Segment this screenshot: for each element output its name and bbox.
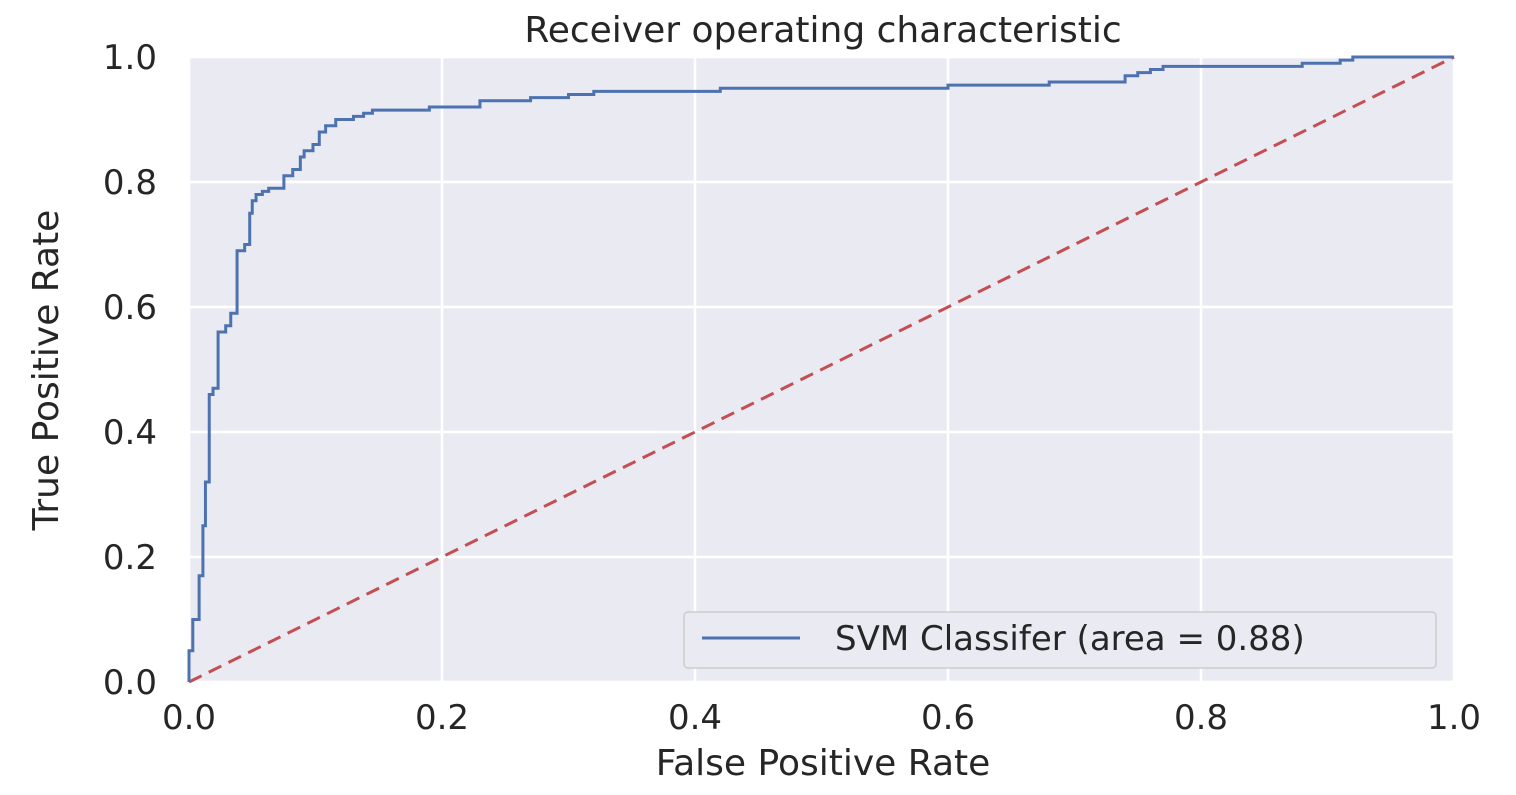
y-tick-labels: 0.0 0.2 0.4 0.6 0.8 1.0 [103,38,157,703]
legend-box [683,611,1437,669]
x-tick-label-1: 0.2 [415,698,469,738]
x-tick-label-4: 0.8 [1174,698,1228,738]
x-tick-label-5: 1.0 [1427,698,1481,738]
chart-title: Receiver operating characteristic [524,10,1121,51]
legend-label-svm: SVM Classifer (area = 0.88) [835,619,1305,659]
y-tick-label-0: 0.0 [103,663,157,703]
x-tick-label-2: 0.4 [668,698,722,738]
x-tick-labels: 0.0 0.2 0.4 0.6 0.8 1.0 [162,698,1481,738]
grid-lines [187,55,1456,684]
y-tick-label-5: 1.0 [103,38,157,78]
y-tick-label-1: 0.2 [103,538,157,578]
y-tick-label-2: 0.4 [103,413,157,453]
legend: SVM Classifer (area = 0.88) [683,611,1437,669]
series-line-chance [188,55,1455,684]
series-line-svm [187,55,1454,682]
x-tick-label-3: 0.6 [921,698,975,738]
y-tick-label-4: 0.8 [103,163,157,203]
y-tick-label-3: 0.6 [103,288,157,328]
series-layer [187,55,1455,684]
x-axis-label: False Positive Rate [656,743,991,784]
y-axis-label: True Positive Rate [26,210,67,532]
x-tick-label-0: 0.0 [162,698,216,738]
